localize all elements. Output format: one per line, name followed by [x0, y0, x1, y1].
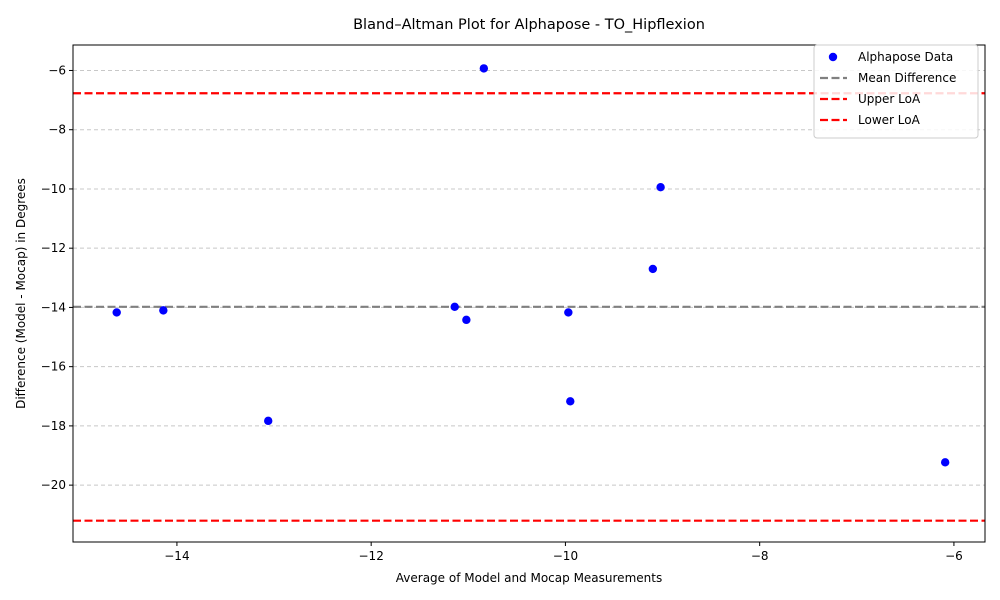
legend-box — [813, 44, 979, 139]
x-tick-label: −14 — [164, 549, 189, 563]
y-tick-label: −6 — [48, 63, 66, 77]
legend: Alphapose Data Mean Difference Upper LoA Lo… — [813, 44, 979, 139]
y-tick-label: −18 — [41, 419, 66, 433]
y-axis-label: Difference (Model - Mocap) in Degrees — [14, 178, 28, 409]
y-tick-label: −10 — [41, 182, 66, 196]
data-point — [462, 315, 471, 325]
data-point — [566, 397, 575, 406]
data-point — [564, 308, 573, 317]
legend-label-lower-loa: Lower LoA — [858, 113, 921, 127]
y-tick-label: −20 — [41, 478, 66, 492]
x-tick-label: −12 — [359, 549, 384, 563]
y-axis-ticks: −20 −18 −16 −14 −12 −10 −8 −6 — [41, 63, 73, 492]
plot-frame — [72, 44, 986, 543]
chart-title: Bland–Altman Plot for Alphapose - TO_Hip… — [353, 17, 705, 33]
x-tick-label: −8 — [751, 549, 769, 563]
y-tick-label: −16 — [41, 360, 66, 374]
legend-label-alphapose-data: Alphapose Data — [858, 50, 953, 64]
data-point — [479, 64, 489, 73]
y-tick-label: −12 — [41, 241, 66, 255]
data-point — [656, 182, 665, 192]
data-point — [940, 458, 950, 467]
data-point — [450, 302, 459, 312]
x-axis-ticks: −14 −12 −10 −8 −6 — [164, 542, 963, 563]
x-tick-label: −10 — [553, 549, 578, 563]
legend-label-upper-loa: Upper LoA — [858, 92, 921, 106]
data-point — [264, 416, 273, 426]
y-tick-label: −14 — [41, 300, 66, 314]
x-axis-label: Average of Model and Mocap Measurements — [396, 571, 662, 585]
scatter-points-layer — [112, 64, 950, 467]
legend-marker-alphapose-data — [828, 52, 838, 62]
y-tick-label: −8 — [48, 123, 66, 137]
legend-label-mean-difference: Mean Difference — [858, 71, 956, 85]
data-point — [112, 308, 121, 317]
data-point — [159, 306, 168, 315]
x-tick-label: −6 — [945, 549, 963, 563]
data-point — [648, 264, 658, 274]
